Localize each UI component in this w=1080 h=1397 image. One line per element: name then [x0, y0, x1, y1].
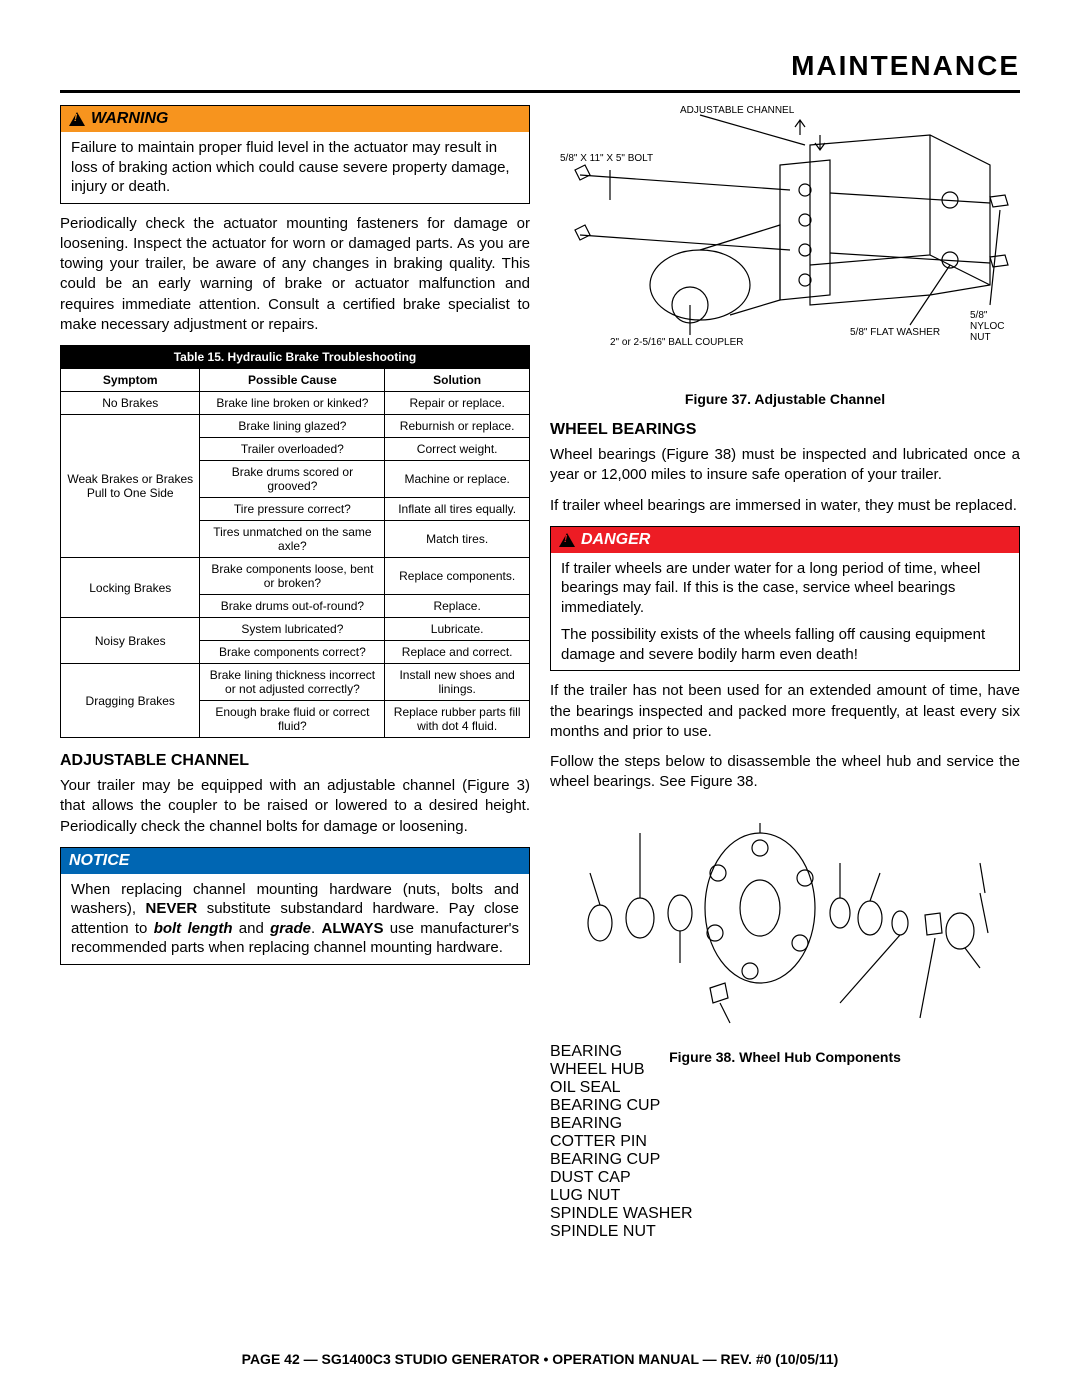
- label-coupler: 2" or 2-5/16" BALL COUPLER: [610, 337, 743, 348]
- troubleshooting-table: Table 15. Hydraulic Brake Troubleshootin…: [60, 345, 530, 738]
- table-title: Table 15. Hydraulic Brake Troubleshootin…: [61, 346, 530, 369]
- figure-37-diagram: ADJUSTABLE CHANNEL 5/8" X 11" X 5" BOLT …: [550, 105, 1020, 385]
- wheel-p1: Wheel bearings (Figure 38) must be inspe…: [550, 445, 1020, 486]
- label-oil-seal: OIL SEAL: [550, 1079, 1020, 1097]
- table-row: Dragging BrakesBrake lining thickness in…: [61, 664, 530, 701]
- paragraph-1: Periodically check the actuator mounting…: [60, 214, 530, 336]
- table-header: Solution: [385, 369, 530, 392]
- label-bearing-cup: BEARING CUP: [550, 1097, 1020, 1115]
- columns: WARNING Failure to maintain proper fluid…: [60, 105, 1020, 1075]
- warning-header: WARNING: [61, 106, 529, 132]
- danger-icon: [559, 533, 575, 547]
- wheel-bearings-heading: WHEEL BEARINGS: [550, 421, 1020, 439]
- notice-header: NOTICE: [61, 848, 529, 874]
- table-row: Noisy BrakesSystem lubricated?Lubricate.: [61, 618, 530, 641]
- figure-37-caption: Figure 37. Adjustable Channel: [550, 391, 1020, 407]
- notice-label: NOTICE: [69, 852, 129, 870]
- table-row: Weak Brakes or Brakes Pull to One SideBr…: [61, 415, 530, 438]
- label-adj-channel: ADJUSTABLE CHANNEL: [680, 105, 794, 116]
- label-bearing: BEARING: [550, 1043, 1020, 1061]
- table-header: Symptom: [61, 369, 200, 392]
- label-cotter-pin: COTTER PIN: [550, 1133, 1020, 1151]
- wheel-p4: Follow the steps below to disassemble th…: [550, 752, 1020, 793]
- left-column: WARNING Failure to maintain proper fluid…: [60, 105, 530, 1075]
- label-lug-nut: LUG NUT: [550, 1187, 1020, 1205]
- label-bearing-cup2: BEARING CUP: [550, 1151, 1020, 1169]
- warning-body: Failure to maintain proper fluid level i…: [61, 132, 529, 203]
- wheel-p2: If trailer wheel bearings are immersed i…: [550, 496, 1020, 516]
- label-dust-cap: DUST CAP: [550, 1169, 1020, 1187]
- title-rule: [60, 90, 1020, 93]
- warning-label: WARNING: [91, 110, 168, 128]
- label-spindle-washer: SPINDLE WASHER: [550, 1205, 1020, 1223]
- label-spindle-nut: SPINDLE NUT: [550, 1223, 1020, 1241]
- label-wheel-hub: WHEEL HUB: [550, 1061, 1020, 1079]
- notice-callout: NOTICE When replacing channel mounting h…: [60, 847, 530, 965]
- warning-callout: WARNING Failure to maintain proper fluid…: [60, 105, 530, 204]
- danger-header: DANGER: [551, 527, 1019, 553]
- label-bolt: 5/8" X 11" X 5" BOLT: [560, 153, 653, 164]
- danger-body: If trailer wheels are under water for a …: [551, 553, 1019, 671]
- label-bearing2: BEARING: [550, 1115, 1020, 1133]
- warning-icon: [69, 112, 85, 126]
- label-nut: 5/8" NYLOC NUT: [970, 310, 1020, 343]
- table-row: No Brakes Brake line broken or kinked? R…: [61, 392, 530, 415]
- adjustable-channel-heading: ADJUSTABLE CHANNEL: [60, 752, 530, 770]
- label-washer: 5/8" FLAT WASHER: [850, 327, 940, 338]
- table-row: Locking BrakesBrake components loose, be…: [61, 558, 530, 595]
- wheel-p3: If the trailer has not been used for an …: [550, 681, 1020, 742]
- danger-label: DANGER: [581, 531, 650, 549]
- notice-body: When replacing channel mounting hardware…: [61, 874, 529, 964]
- danger-callout: DANGER If trailer wheels are under water…: [550, 526, 1020, 672]
- figure-38-diagram: BEARING WHEEL HUB OIL SEAL BEARING CUP B…: [550, 803, 1020, 1043]
- page-footer: PAGE 42 — SG1400C3 STUDIO GENERATOR • OP…: [60, 1351, 1020, 1367]
- adjustable-channel-text: Your trailer may be equipped with an adj…: [60, 776, 530, 837]
- right-column: ADJUSTABLE CHANNEL 5/8" X 11" X 5" BOLT …: [550, 105, 1020, 1075]
- page-title: MAINTENANCE: [60, 50, 1020, 82]
- table-header: Possible Cause: [200, 369, 385, 392]
